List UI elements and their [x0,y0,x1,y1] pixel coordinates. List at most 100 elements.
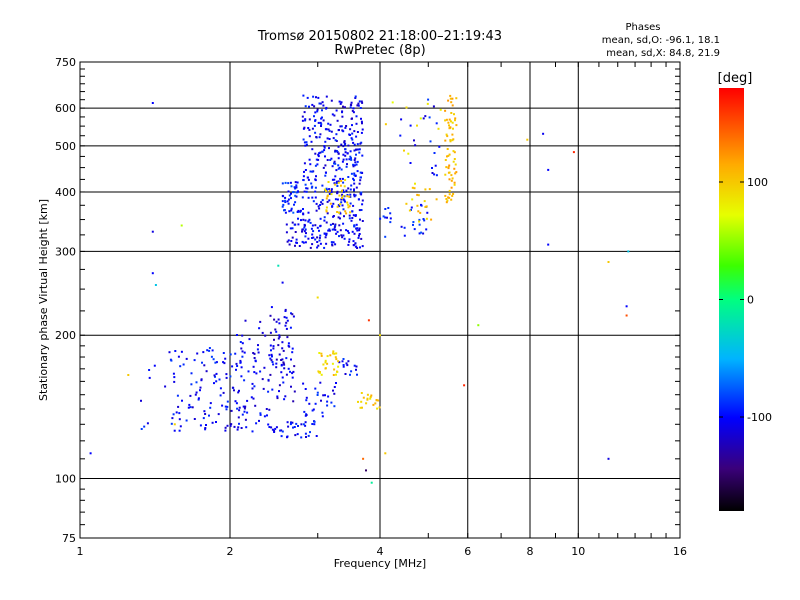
data-point [301,230,303,233]
data-point [317,121,320,124]
data-point [304,235,307,238]
data-point [547,168,550,171]
data-point [358,227,361,230]
data-point [327,395,330,398]
data-point [327,122,330,125]
data-point [290,385,292,388]
data-point [351,217,354,219]
data-point [357,198,360,201]
data-point [329,189,331,192]
data-point [151,230,154,233]
data-point [218,378,221,381]
data-point [318,152,321,155]
data-point [332,241,335,244]
data-point [342,234,345,237]
data-point [339,102,342,105]
data-point [319,234,322,237]
x-tick-label: 2 [227,545,234,558]
data-point [444,119,447,122]
data-point [263,415,266,418]
data-point [323,232,326,235]
data-point [333,405,336,408]
data-point [319,121,322,124]
data-point [190,372,193,375]
data-point [226,424,229,427]
data-point [313,115,315,118]
data-point [302,127,305,130]
data-point [275,320,278,323]
data-point [175,411,178,414]
data-point [451,104,454,107]
data-point [356,143,359,146]
data-point [223,362,226,365]
data-point [353,179,355,182]
data-point [399,134,402,137]
data-point [204,428,207,431]
data-point [295,241,298,244]
data-point [455,124,458,127]
data-point [313,420,316,423]
data-point [290,240,293,242]
data-point [355,163,358,166]
data-point [355,122,358,125]
data-point [316,391,319,394]
data-point [358,148,361,151]
data-point [293,390,296,393]
data-point [242,405,245,408]
data-point [148,369,151,371]
data-point [330,189,333,192]
data-point [333,226,336,229]
data-point [285,223,288,226]
data-point [351,230,354,233]
data-point [304,224,306,227]
data-point [327,229,330,232]
data-point [305,190,308,193]
data-point [283,316,286,319]
data-point [203,410,206,413]
data-point [358,233,361,235]
data-point [239,361,242,364]
data-point [303,410,306,413]
data-point [320,125,322,127]
data-point [328,147,330,150]
data-point [278,335,281,338]
data-point [197,398,200,401]
data-point [318,136,321,139]
data-point [447,99,450,102]
data-point [326,362,329,365]
data-point [225,373,228,376]
data-point [202,417,205,420]
data-point [271,388,274,391]
data-point [309,163,312,166]
data-point [361,154,364,157]
data-point [352,163,355,166]
data-point [325,221,328,224]
data-point [270,426,273,429]
data-point [304,183,307,186]
data-point [356,247,359,249]
data-point [304,421,307,424]
data-point [285,373,288,376]
data-point [236,428,239,431]
data-point [424,206,427,208]
data-point [240,375,243,378]
data-point [212,358,215,361]
data-point [230,409,233,412]
data-point [213,382,215,385]
data-point [213,374,216,377]
data-point [255,422,258,425]
data-point [384,235,387,238]
data-point [332,350,335,353]
data-point [265,408,268,410]
data-point [320,352,323,355]
data-point [419,117,422,120]
data-point [379,334,381,337]
data-point [342,130,345,133]
data-point [325,210,328,213]
data-point [324,361,327,364]
data-point [275,362,278,365]
data-point [292,400,295,403]
data-point [450,186,453,189]
data-point [295,195,298,198]
data-point [439,108,442,111]
